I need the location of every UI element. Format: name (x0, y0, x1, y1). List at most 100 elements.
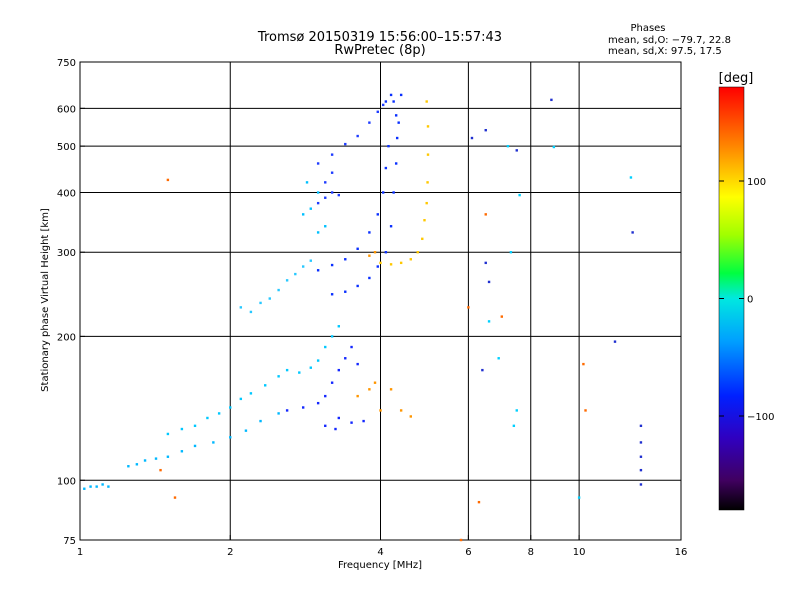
data-point (324, 225, 327, 228)
trace-f2-oblique (316, 103, 385, 205)
data-point (356, 284, 359, 288)
data-point (89, 485, 92, 488)
data-point (324, 196, 327, 199)
x-axis-label: Frequency [MHz] (338, 560, 422, 571)
colorbar-label: [deg] (719, 71, 754, 86)
data-point (384, 100, 388, 103)
data-point (395, 136, 399, 140)
data-point (376, 110, 379, 114)
data-point (373, 381, 377, 384)
trace-f1-o (285, 345, 365, 431)
data-point (180, 450, 184, 453)
y-tick-label: 200 (57, 332, 76, 343)
data-point (316, 162, 320, 165)
data-point (368, 231, 371, 234)
data-point (324, 181, 327, 184)
data-point (337, 368, 341, 372)
trace-f2-o (330, 93, 403, 296)
data-point (159, 468, 162, 472)
data-point (259, 419, 262, 423)
data-point (379, 261, 382, 265)
data-point (484, 261, 487, 265)
data-point (101, 483, 104, 486)
data-point (470, 136, 474, 140)
data-point (484, 128, 487, 132)
phases-title: Phases (630, 23, 665, 34)
data-point (301, 406, 305, 409)
data-point (426, 181, 429, 184)
data-point (330, 153, 334, 156)
data-point (362, 419, 365, 423)
phases-x-line: mean, sd,X: 97.5, 17.5 (608, 46, 722, 57)
data-point (381, 103, 385, 107)
data-point (416, 251, 419, 254)
data-point (384, 251, 388, 254)
data-point (629, 176, 633, 179)
data-point (356, 394, 359, 398)
data-point (229, 406, 232, 409)
y-tick-label: 100 (57, 476, 76, 487)
x-axis-ticks: 1 2 4 6 8 10 16 (77, 535, 688, 558)
data-point (376, 265, 379, 268)
data-point (337, 193, 341, 197)
data-point (550, 98, 553, 102)
data-point (344, 142, 347, 146)
trace-scattered-blue (470, 98, 643, 486)
data-point (301, 265, 305, 268)
data-point (423, 219, 426, 222)
data-point (193, 424, 197, 428)
data-point (425, 100, 428, 103)
data-point (107, 485, 110, 488)
y-axis-ticks: 75 100 200 300 400 500 600 750 (57, 58, 85, 547)
data-point (399, 409, 403, 412)
data-point (376, 213, 379, 216)
data-point (277, 412, 280, 415)
data-point (143, 459, 147, 462)
data-point (337, 325, 341, 328)
data-point (425, 201, 428, 205)
data-point (389, 225, 393, 228)
data-point (613, 340, 617, 343)
data-point (344, 258, 347, 261)
colorbar-tick-label: −100 (747, 412, 774, 423)
data-point (350, 421, 353, 424)
trace-scattered (159, 178, 587, 542)
data-point (481, 368, 484, 372)
data-point (193, 444, 197, 448)
data-point (368, 121, 371, 124)
data-point (305, 181, 309, 184)
data-point (309, 207, 312, 210)
x-tick-label: 4 (377, 547, 383, 558)
data-point (368, 254, 371, 257)
data-point (518, 193, 521, 197)
data-point (316, 191, 320, 194)
data-point (459, 538, 463, 542)
trace-f2-x (379, 100, 430, 266)
data-point (337, 416, 341, 420)
data-point (384, 166, 388, 170)
data-point (356, 362, 359, 366)
data-point (389, 93, 393, 97)
data-point (277, 288, 280, 292)
y-tick-label: 300 (57, 248, 76, 259)
x-tick-label: 16 (675, 547, 688, 558)
data-point (301, 213, 305, 216)
data-point (324, 424, 327, 428)
data-point (552, 145, 556, 149)
data-point (285, 279, 289, 282)
x-tick-label: 8 (528, 547, 534, 558)
data-point (268, 297, 271, 300)
data-point (166, 432, 170, 436)
data-point (487, 280, 491, 284)
data-point (239, 397, 243, 401)
gridlines (80, 62, 681, 540)
data-point (166, 178, 170, 182)
data-point (477, 500, 481, 504)
data-point (264, 384, 267, 387)
data-point (409, 258, 412, 261)
data-point (509, 251, 513, 254)
x-tick-label: 1 (77, 547, 83, 558)
trace-x-mid (356, 251, 412, 418)
